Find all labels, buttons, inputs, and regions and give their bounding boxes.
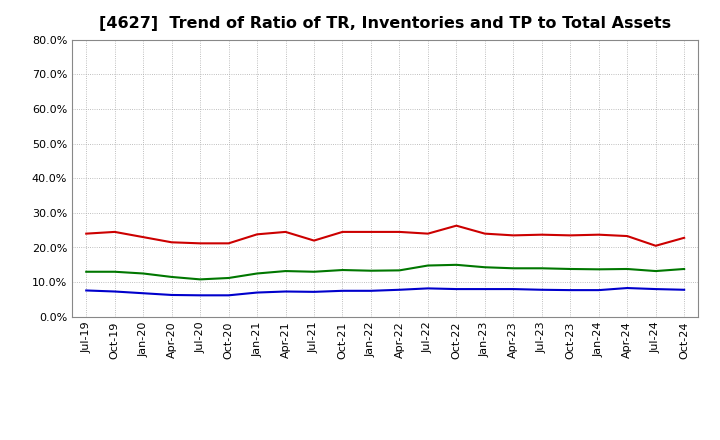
Inventories	[423, 286, 432, 291]
Trade Receivables	[480, 231, 489, 236]
Trade Receivables	[167, 240, 176, 245]
Inventories	[139, 290, 148, 296]
Inventories	[282, 289, 290, 294]
Trade Payables	[282, 268, 290, 274]
Inventories	[196, 293, 204, 298]
Trade Receivables	[537, 232, 546, 237]
Inventories	[167, 292, 176, 297]
Trade Receivables	[680, 235, 688, 240]
Trade Payables	[253, 271, 261, 276]
Trade Payables	[623, 266, 631, 271]
Trade Receivables	[225, 241, 233, 246]
Trade Receivables	[366, 229, 375, 235]
Line: Inventories: Inventories	[86, 288, 684, 295]
Trade Receivables	[282, 229, 290, 235]
Trade Receivables	[196, 241, 204, 246]
Inventories	[82, 288, 91, 293]
Inventories	[623, 286, 631, 291]
Inventories	[680, 287, 688, 293]
Trade Payables	[366, 268, 375, 273]
Inventories	[480, 286, 489, 292]
Trade Payables	[82, 269, 91, 275]
Trade Payables	[537, 266, 546, 271]
Trade Payables	[652, 268, 660, 274]
Inventories	[366, 288, 375, 293]
Trade Receivables	[423, 231, 432, 236]
Trade Payables	[566, 266, 575, 271]
Inventories	[537, 287, 546, 293]
Trade Payables	[310, 269, 318, 275]
Inventories	[110, 289, 119, 294]
Trade Receivables	[652, 243, 660, 249]
Trade Receivables	[595, 232, 603, 237]
Line: Trade Payables: Trade Payables	[86, 265, 684, 279]
Trade Receivables	[395, 229, 404, 235]
Trade Receivables	[338, 229, 347, 235]
Trade Receivables	[253, 232, 261, 237]
Inventories	[395, 287, 404, 293]
Inventories	[652, 286, 660, 292]
Trade Receivables	[509, 233, 518, 238]
Line: Trade Receivables: Trade Receivables	[86, 226, 684, 246]
Trade Payables	[225, 275, 233, 281]
Trade Payables	[509, 266, 518, 271]
Inventories	[566, 287, 575, 293]
Inventories	[310, 289, 318, 294]
Trade Payables	[480, 264, 489, 270]
Trade Receivables	[452, 223, 461, 228]
Trade Receivables	[623, 234, 631, 239]
Trade Payables	[423, 263, 432, 268]
Inventories	[253, 290, 261, 295]
Trade Payables	[595, 267, 603, 272]
Trade Payables	[196, 277, 204, 282]
Inventories	[509, 286, 518, 292]
Inventories	[225, 293, 233, 298]
Trade Payables	[139, 271, 148, 276]
Trade Payables	[452, 262, 461, 268]
Title: [4627]  Trend of Ratio of TR, Inventories and TP to Total Assets: [4627] Trend of Ratio of TR, Inventories…	[99, 16, 671, 32]
Trade Payables	[680, 266, 688, 271]
Inventories	[595, 287, 603, 293]
Trade Payables	[338, 268, 347, 273]
Trade Receivables	[310, 238, 318, 243]
Trade Payables	[110, 269, 119, 275]
Trade Receivables	[110, 229, 119, 235]
Trade Receivables	[566, 233, 575, 238]
Trade Receivables	[82, 231, 91, 236]
Inventories	[338, 288, 347, 293]
Trade Payables	[395, 268, 404, 273]
Inventories	[452, 286, 461, 292]
Trade Receivables	[139, 235, 148, 240]
Trade Payables	[167, 274, 176, 279]
